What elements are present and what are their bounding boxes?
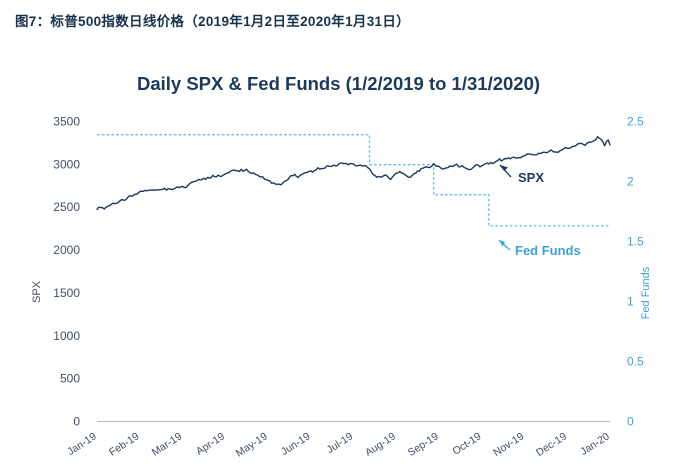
svg-text:0.5: 0.5 — [627, 355, 644, 369]
svg-text:2: 2 — [627, 175, 634, 189]
svg-text:SPX: SPX — [31, 280, 43, 303]
svg-text:Apr-19: Apr-19 — [194, 430, 227, 457]
svg-text:0: 0 — [627, 415, 634, 429]
svg-text:3000: 3000 — [53, 157, 80, 171]
svg-text:500: 500 — [60, 372, 80, 386]
svg-text:Sep-19: Sep-19 — [406, 430, 441, 459]
svg-text:3500: 3500 — [53, 114, 80, 128]
svg-text:Dec-19: Dec-19 — [534, 430, 569, 459]
svg-text:1000: 1000 — [53, 329, 80, 343]
svg-text:SPX: SPX — [518, 170, 544, 185]
svg-text:Fed Funds: Fed Funds — [515, 243, 581, 258]
svg-text:Mar-19: Mar-19 — [150, 430, 185, 458]
svg-text:Jul-19: Jul-19 — [325, 430, 356, 456]
svg-text:2000: 2000 — [53, 243, 80, 257]
svg-text:2500: 2500 — [53, 200, 80, 214]
svg-text:2.5: 2.5 — [627, 115, 644, 129]
svg-text:Nov-19: Nov-19 — [491, 430, 526, 459]
svg-text:Fed Funds: Fed Funds — [640, 266, 652, 319]
svg-text:May-19: May-19 — [234, 430, 270, 459]
svg-text:0: 0 — [73, 415, 80, 429]
svg-text:Aug-19: Aug-19 — [363, 430, 398, 459]
svg-text:1: 1 — [627, 295, 634, 309]
svg-text:1.5: 1.5 — [627, 235, 644, 249]
svg-text:Feb-19: Feb-19 — [107, 430, 142, 458]
svg-text:Jan-20: Jan-20 — [578, 430, 612, 458]
svg-text:1500: 1500 — [53, 286, 80, 300]
svg-text:Jan-19: Jan-19 — [65, 430, 99, 458]
svg-text:Oct-19: Oct-19 — [450, 430, 483, 457]
svg-text:Jun-19: Jun-19 — [279, 430, 313, 458]
